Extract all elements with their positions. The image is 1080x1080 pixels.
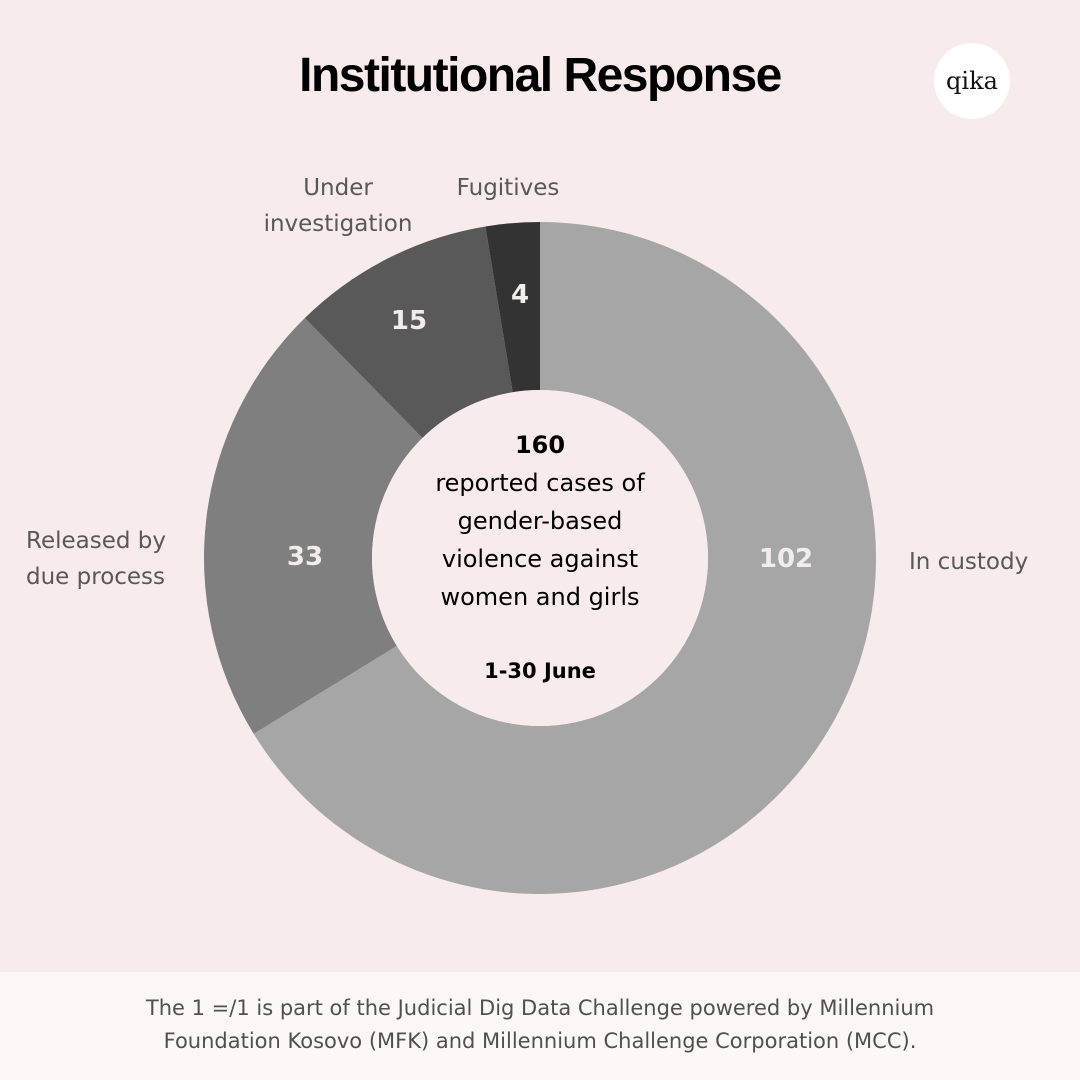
- category-label-fugitives: Fugitives: [457, 175, 560, 201]
- chart-center-text: 160 reported cases of gender-based viole…: [435, 431, 645, 683]
- category-label-under-investigation: Under: [303, 175, 373, 201]
- category-label-in-custody: In custody: [909, 549, 1028, 575]
- center-period: 1-30 June: [484, 659, 596, 683]
- category-label-released-by-due-process: Released by: [26, 528, 166, 554]
- category-label-released-by-due-process: due process: [26, 564, 165, 590]
- slice-released-by-due-process: [204, 318, 423, 734]
- footer-note: The 1 =/1 is part of the Judicial Dig Da…: [0, 992, 1080, 1058]
- value-label-under-investigation: 15: [391, 306, 427, 336]
- center-description-line: gender-based: [458, 507, 623, 535]
- value-label-fugitives: 4: [511, 280, 529, 310]
- slice-under-investigation: [304, 226, 513, 439]
- footer-line: Foundation Kosovo (MFK) and Millennium C…: [163, 1029, 917, 1053]
- value-label-in-custody: 102: [759, 544, 813, 574]
- donut-chart: 102 33 15 4 In custody Released by due proces…: [26, 175, 1028, 894]
- center-description-line: women and girls: [440, 583, 639, 611]
- center-description-line: reported cases of: [435, 469, 645, 497]
- value-label-released-by-due-process: 33: [287, 542, 323, 572]
- chart-title: Institutional Response: [299, 49, 782, 102]
- slice-in-custody: [253, 222, 876, 894]
- footer-line: The 1 =/1 is part of the Judicial Dig Da…: [145, 996, 935, 1020]
- category-label-under-investigation: investigation: [264, 211, 413, 237]
- qika-logo: qika: [934, 43, 1010, 119]
- donut-hole: [372, 390, 708, 726]
- center-total: 160: [515, 431, 565, 459]
- slice-fugitives: [485, 222, 540, 393]
- footer: The 1 =/1 is part of the Judicial Dig Da…: [0, 972, 1080, 1080]
- center-description-line: violence against: [442, 545, 638, 573]
